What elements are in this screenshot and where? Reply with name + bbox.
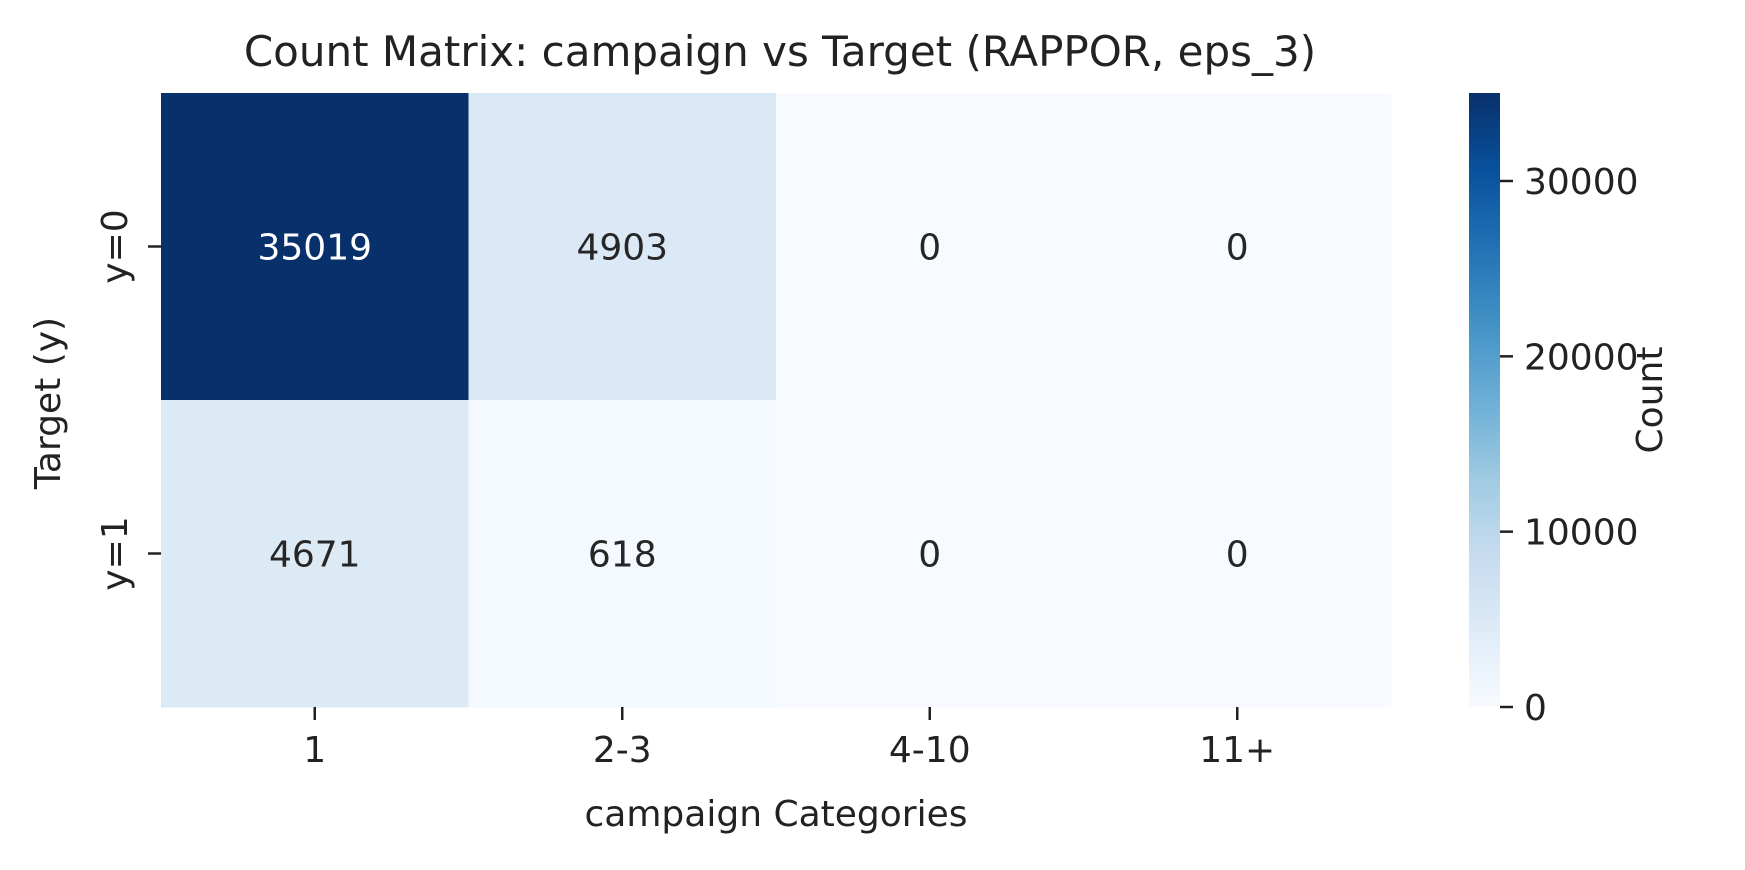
x-tick-label: 4-10 <box>889 730 971 771</box>
heatmap-cell <box>161 400 469 708</box>
heatmap-cell <box>776 93 1084 401</box>
colorbar-tick-label: 0 <box>1524 688 1547 729</box>
x-tick-label: 11+ <box>1199 730 1275 771</box>
colorbar <box>1469 93 1500 707</box>
y-tick-label: y=0 <box>95 209 136 283</box>
cell-value-label: 35019 <box>257 228 372 269</box>
y-axis: y=0 y=1 <box>95 209 161 591</box>
heatmap-cell <box>161 93 469 401</box>
heatmap-cell <box>468 93 777 401</box>
heatmap-cells <box>161 93 1392 708</box>
cell-annotations: 35019 4903 0 0 4671 618 0 0 <box>257 228 1248 576</box>
colorbar-tick-label: 30000 <box>1524 162 1639 203</box>
colorbar-label: Count <box>1630 347 1671 454</box>
y-tick-label: y=1 <box>95 516 136 590</box>
heatmap-cell <box>776 400 1084 708</box>
x-axis-label: campaign Categories <box>585 794 968 835</box>
heatmap-cell <box>1083 93 1392 401</box>
cell-value-label: 4903 <box>576 228 668 269</box>
heatmap-cell <box>468 400 777 708</box>
x-axis: 1 2-3 4-10 11+ <box>303 707 1275 771</box>
y-axis-label: Target (y) <box>28 317 69 490</box>
cell-value-label: 0 <box>1226 228 1249 269</box>
cell-value-label: 0 <box>918 228 941 269</box>
colorbar-tick-label: 10000 <box>1524 513 1639 554</box>
x-tick-label: 1 <box>303 730 326 771</box>
chart-title: Count Matrix: campaign vs Target (RAPPOR… <box>244 27 1316 76</box>
x-tick-label: 2-3 <box>593 730 652 771</box>
cell-value-label: 0 <box>1226 535 1249 576</box>
cell-value-label: 618 <box>588 535 657 576</box>
cell-value-label: 4671 <box>269 535 361 576</box>
colorbar-ticks: 0 10000 20000 30000 <box>1500 162 1639 729</box>
cell-value-label: 0 <box>918 535 941 576</box>
colorbar-tick-label: 20000 <box>1524 337 1639 378</box>
heatmap-cell <box>1083 400 1392 708</box>
